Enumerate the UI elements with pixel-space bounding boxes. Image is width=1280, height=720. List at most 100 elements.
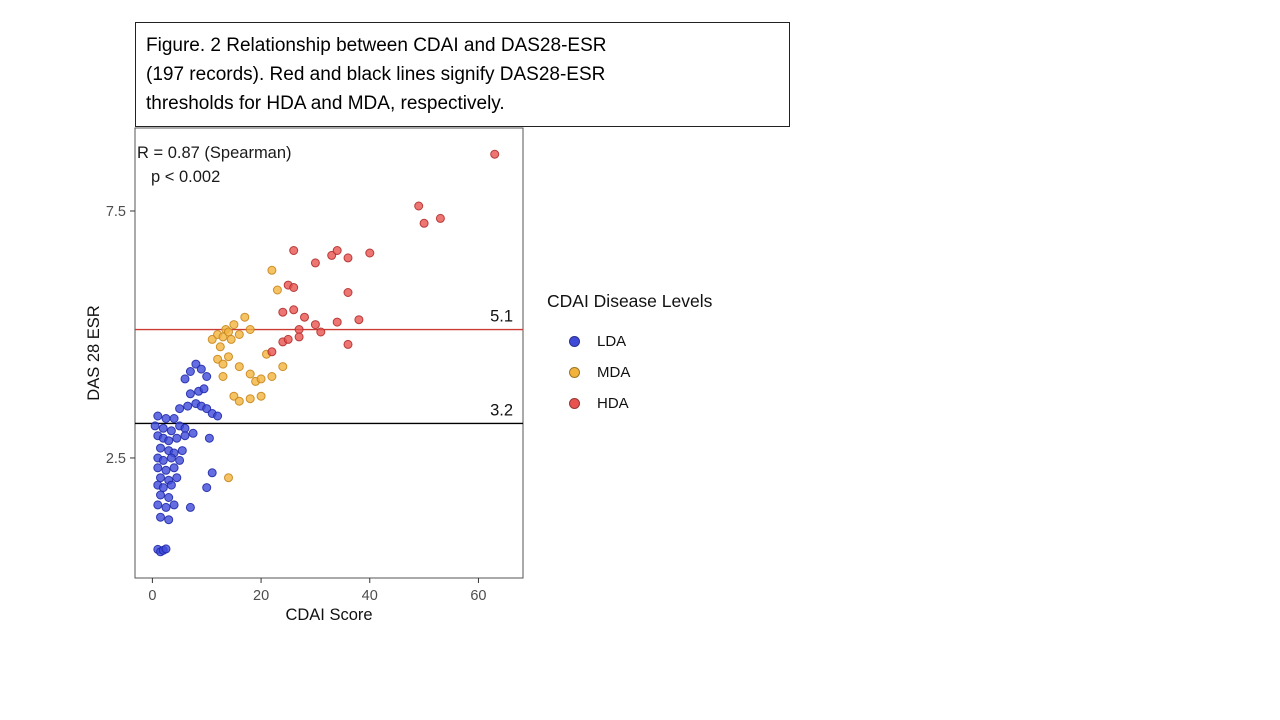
- scatter-point-lda: [202, 372, 212, 381]
- scatter-point-hda: [289, 283, 299, 292]
- scatter-point-lda: [185, 502, 195, 512]
- scatter-point-hda: [343, 339, 353, 349]
- legend-item-hda: HDA: [547, 388, 787, 419]
- scatter-plot-svg: 0 20 40 60 2.5 7.5 5.1 3.2 R = 0.87 (Spearman) p …: [85, 127, 524, 624]
- stats-annotation-r: R = 0.87 (Spearman): [137, 144, 292, 162]
- scatter-point-hda: [300, 312, 309, 322]
- scatter-point-mda: [234, 330, 244, 339]
- scatter-point-hda: [435, 213, 445, 223]
- scatter-point-lda: [153, 411, 163, 421]
- x-tick-label: 60: [470, 588, 486, 604]
- chart-legend: CDAI Disease Levels LDA MDA HDA: [547, 291, 787, 419]
- scatter-point-mda: [226, 334, 236, 344]
- y-tick-label: 7.5: [106, 204, 126, 220]
- plot-panel: [134, 127, 524, 579]
- threshold-label-3.2: 3.2: [490, 401, 513, 419]
- scatter-point-lda: [188, 428, 198, 438]
- scatter-point-lda: [183, 401, 193, 411]
- scatter-point-hda: [294, 332, 304, 342]
- scatter-point-lda: [166, 480, 176, 490]
- scatter-point-lda: [153, 463, 163, 473]
- legend-label-lda: LDA: [597, 333, 627, 350]
- scatter-point-lda: [185, 367, 195, 376]
- scatter-point-hda: [267, 347, 277, 357]
- legend-label-mda: MDA: [597, 364, 631, 381]
- scatter-point-hda: [310, 258, 320, 268]
- scatter-point-mda: [245, 325, 255, 334]
- scatter-point-mda: [224, 473, 233, 483]
- legend-item-lda: LDA: [547, 326, 787, 357]
- scatter-point-lda: [213, 411, 223, 421]
- scatter-point-hda: [419, 218, 429, 228]
- scatter-point-mda: [278, 362, 288, 372]
- scatter-point-lda: [156, 490, 165, 500]
- scatter-point-lda: [185, 389, 195, 399]
- scatter-point-lda: [204, 433, 214, 443]
- scatter-point-mda: [272, 285, 282, 295]
- scatter-point-lda: [158, 423, 168, 433]
- scatter-point-lda: [161, 465, 171, 475]
- scatter-point-mda: [245, 369, 255, 379]
- scatter-point-hda: [316, 327, 326, 337]
- scatter-point-hda: [327, 250, 337, 260]
- scatter-point-lda: [158, 455, 168, 465]
- scatter-point-mda: [234, 396, 244, 406]
- scatter-point-mda: [256, 374, 266, 384]
- scatter-point-lda: [169, 463, 179, 473]
- y-axis-title: DAS 28 ESR: [85, 305, 103, 400]
- scatter-point-hda: [365, 248, 375, 258]
- scatter-point-lda: [156, 512, 165, 522]
- scatter-point-mda: [224, 352, 233, 362]
- scatter-point-hda: [414, 201, 424, 211]
- scatter-point-lda: [177, 446, 187, 456]
- scatter-point-hda: [343, 253, 353, 263]
- scatter-point-mda: [267, 372, 277, 381]
- scatter-point-mda: [245, 394, 255, 404]
- scatter-point-hda: [343, 288, 353, 297]
- scatter-point-lda: [150, 421, 160, 431]
- mda-dot-icon: [569, 367, 580, 378]
- scatter-point-lda: [164, 515, 174, 525]
- scatter-point-hda: [332, 246, 342, 255]
- scatter-point-lda: [166, 453, 176, 463]
- scatter-point-lda: [161, 414, 171, 423]
- scatter-point-mda: [267, 265, 277, 275]
- scatter-point-hda: [490, 149, 500, 159]
- scatter-point-mda: [218, 372, 228, 381]
- scatter-point-hda: [332, 317, 342, 327]
- scatter-point-lda: [180, 431, 190, 441]
- scatter-point-lda: [202, 404, 212, 414]
- stats-annotation-p: p < 0.002: [151, 168, 220, 186]
- scatter-point-hda: [354, 315, 364, 325]
- figure-caption-box: Figure. 2 Relationship between CDAI and …: [135, 22, 790, 127]
- scatter-point-hda: [278, 307, 288, 317]
- legend-item-mda: MDA: [547, 357, 787, 388]
- scatter-point-hda: [310, 320, 320, 330]
- scatter-point-mda: [229, 320, 239, 330]
- scatter-point-hda: [289, 305, 299, 315]
- scatter-point-mda: [240, 312, 250, 322]
- scatter-point-lda: [156, 473, 165, 483]
- legend-label-hda: HDA: [597, 395, 629, 412]
- scatter-point-mda: [229, 391, 239, 401]
- scatter-point-mda: [256, 391, 266, 401]
- scatter-chart: 0 20 40 60 2.5 7.5 5.1 3.2 R = 0.87 (Spearman) p …: [85, 125, 545, 630]
- scatter-point-mda: [234, 362, 244, 372]
- scatter-point-lda: [191, 359, 201, 369]
- caption-line-1: Figure. 2 Relationship between CDAI and …: [146, 35, 607, 56]
- scatter-point-lda: [172, 433, 182, 443]
- hda-dot-icon: [569, 398, 580, 409]
- scatter-point-mda: [215, 342, 225, 352]
- scatter-point-lda: [175, 404, 185, 414]
- scatter-point-lda: [175, 455, 185, 465]
- scatter-point-lda: [207, 468, 217, 478]
- scatter-point-lda: [161, 544, 171, 554]
- legend-title: CDAI Disease Levels: [547, 291, 713, 311]
- y-tick-label: 2.5: [106, 451, 126, 467]
- x-axis-title: CDAI Score: [285, 606, 372, 624]
- lda-dot-icon: [569, 336, 580, 347]
- scatter-point-lda: [164, 493, 174, 502]
- scatter-point-lda: [164, 436, 174, 446]
- scatter-point-lda: [180, 423, 190, 433]
- scatter-point-hda: [283, 334, 293, 344]
